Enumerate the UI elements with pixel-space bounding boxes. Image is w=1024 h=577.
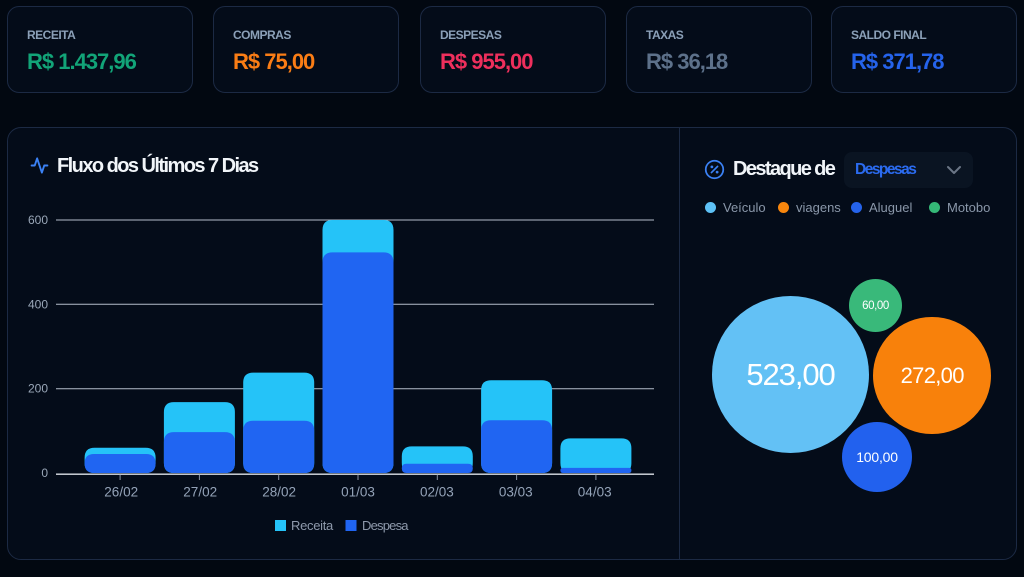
svg-text:Despesa: Despesa: [362, 518, 409, 533]
svg-text:200: 200: [28, 382, 48, 396]
svg-text:03/03: 03/03: [499, 485, 533, 500]
svg-text:26/02: 26/02: [104, 485, 138, 500]
svg-text:Receita: Receita: [291, 518, 334, 533]
svg-text:600: 600: [28, 213, 48, 227]
svg-text:02/03: 02/03: [420, 485, 454, 500]
svg-text:04/03: 04/03: [578, 485, 612, 500]
svg-text:400: 400: [28, 297, 48, 311]
svg-text:0: 0: [41, 466, 48, 480]
svg-text:27/02: 27/02: [183, 485, 217, 500]
svg-text:28/02: 28/02: [262, 485, 296, 500]
svg-text:01/03: 01/03: [341, 485, 375, 500]
